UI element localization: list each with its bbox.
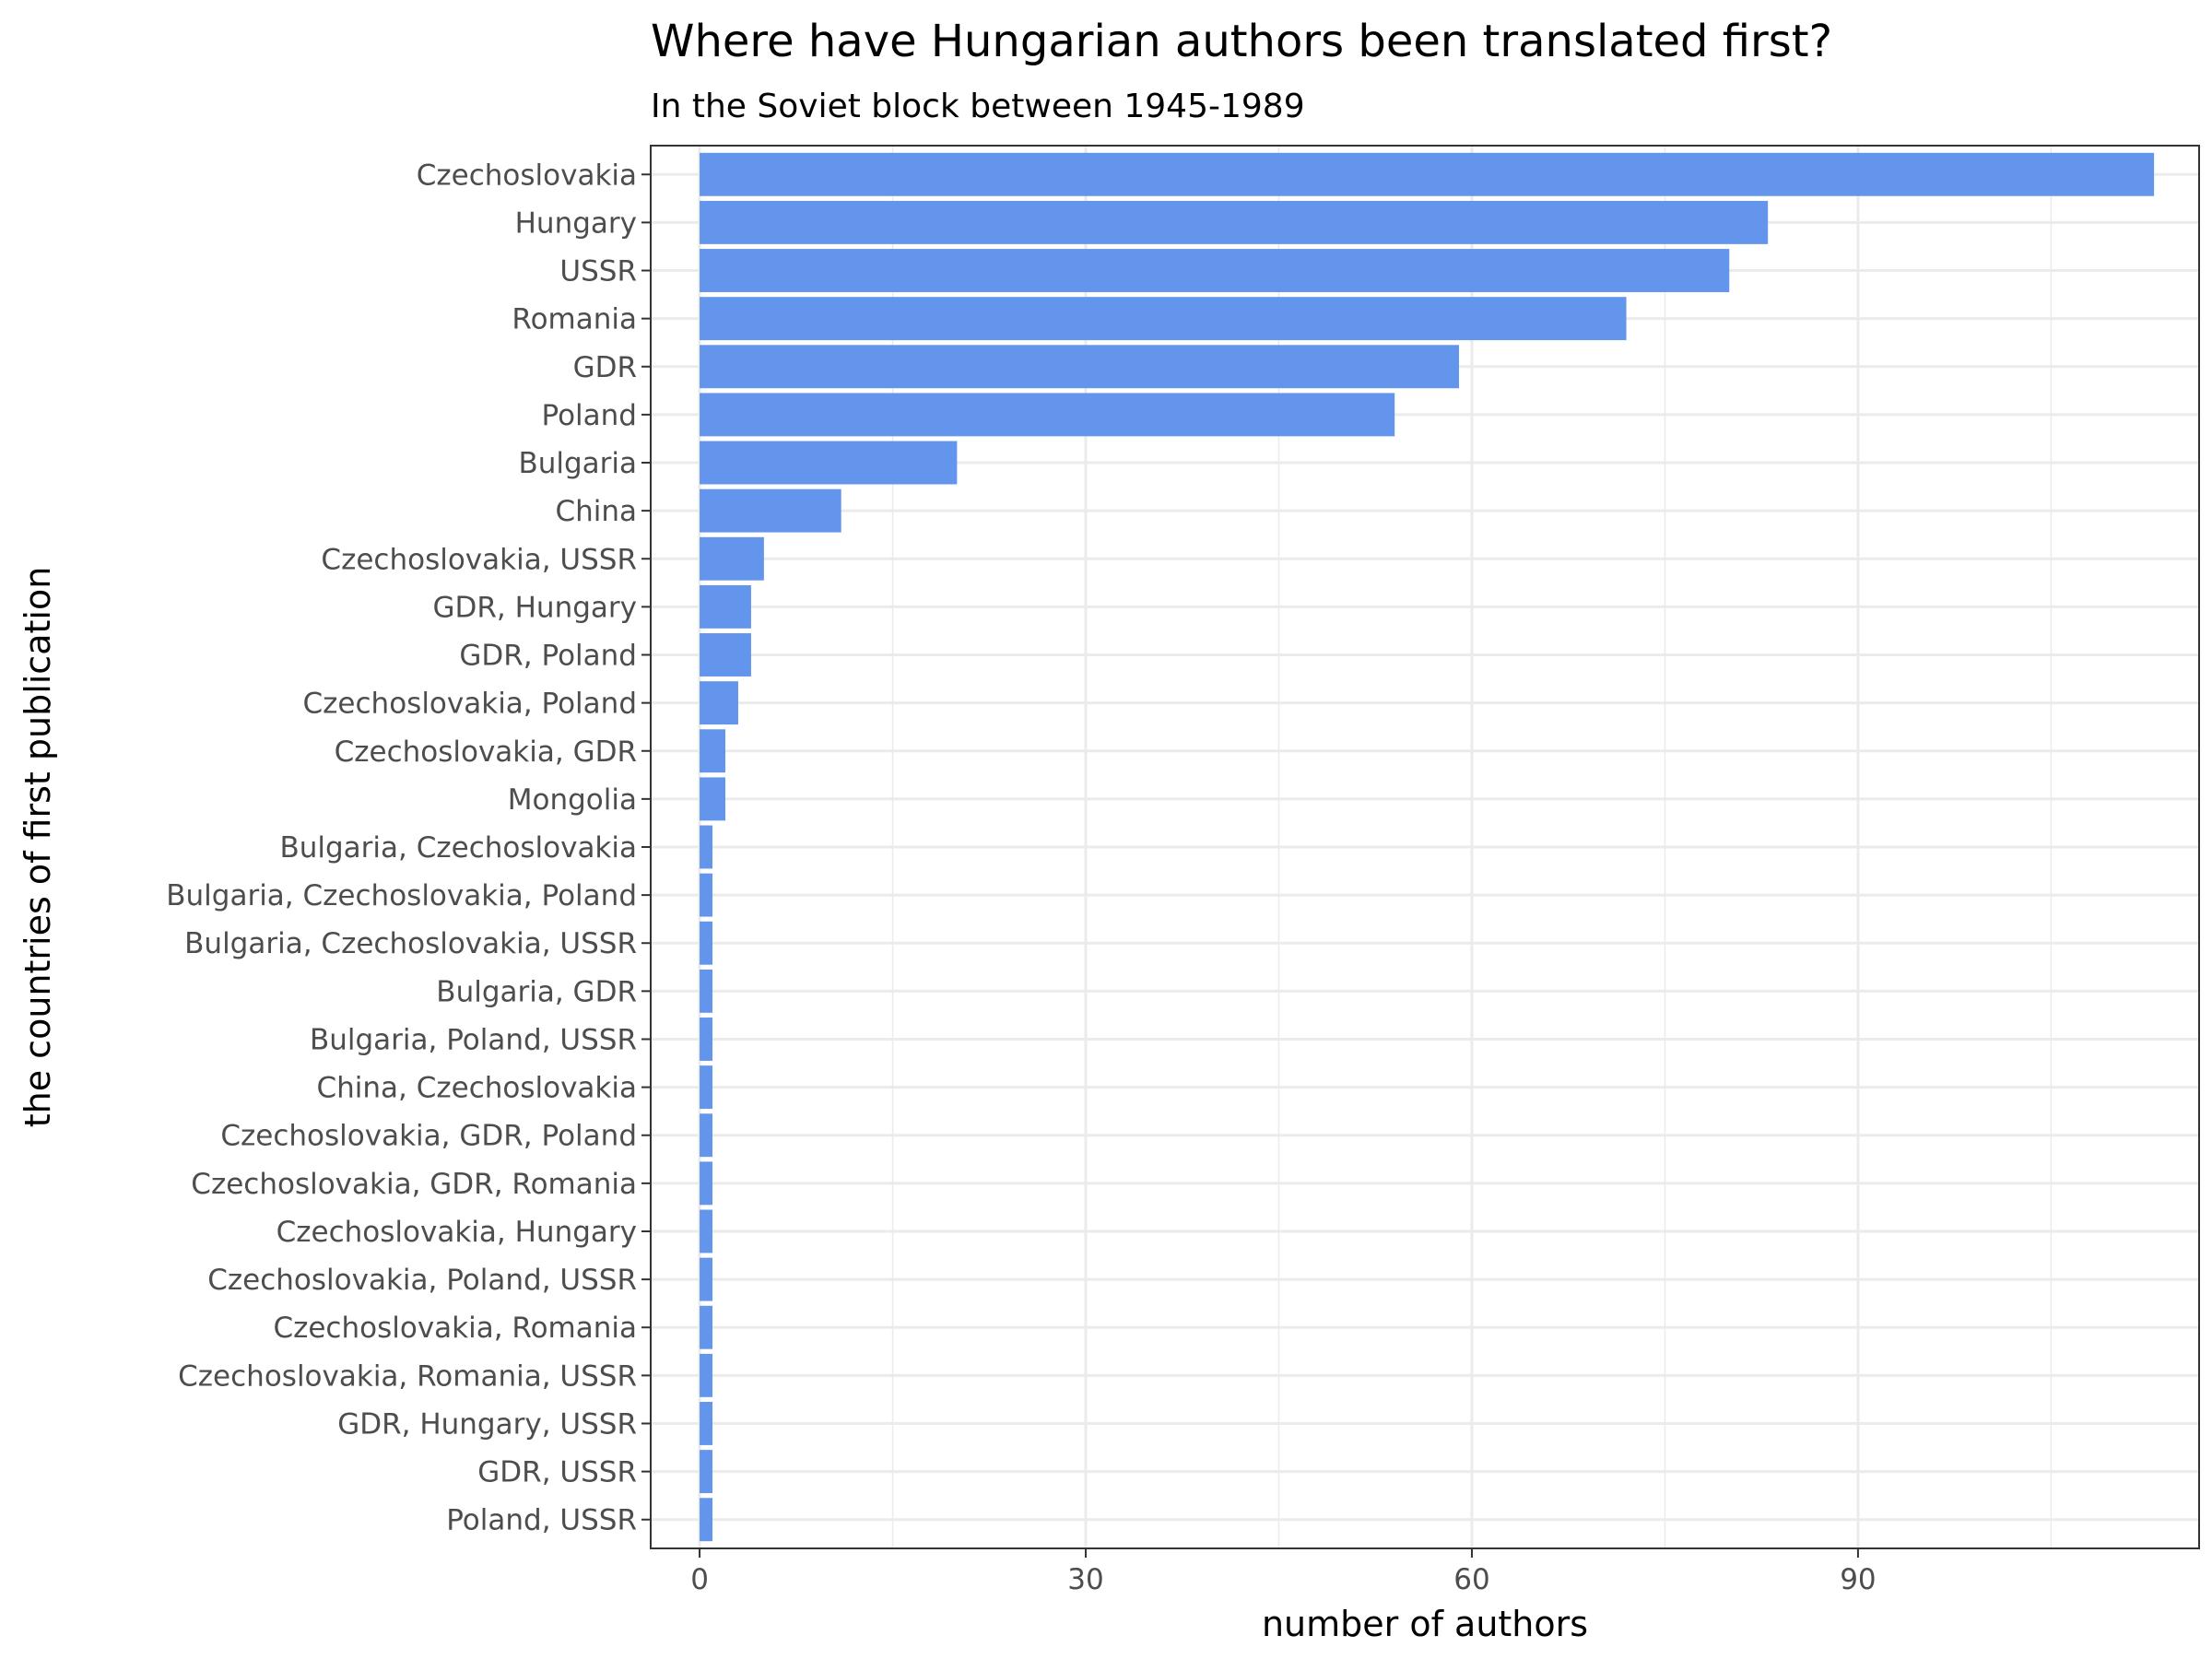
y-tick-label: GDR xyxy=(573,351,637,384)
bar xyxy=(700,393,1395,437)
bar xyxy=(700,1209,713,1253)
y-tick-label: Poland xyxy=(542,399,638,432)
x-tick-label: 30 xyxy=(1067,1563,1103,1596)
y-tick-label: China xyxy=(555,495,637,528)
bar xyxy=(700,1450,713,1494)
bar xyxy=(700,681,738,725)
y-tick-label: GDR, Poland xyxy=(459,640,637,673)
y-axis-title: the countries of first publication xyxy=(18,567,58,1128)
y-tick-label: China, Czechoslovakia xyxy=(316,1072,637,1105)
bar xyxy=(700,441,958,485)
y-tick-label: Czechoslovakia, GDR, Romania xyxy=(191,1168,637,1201)
x-tick-label: 0 xyxy=(690,1563,709,1596)
bar xyxy=(700,1065,713,1110)
x-tick-label: 60 xyxy=(1453,1563,1489,1596)
bar xyxy=(700,1161,713,1206)
y-tick-label: Mongolia xyxy=(508,783,637,817)
chart-title: Where have Hungarian authors been transl… xyxy=(651,16,1832,67)
x-tick-label: 90 xyxy=(1840,1563,1876,1596)
bar xyxy=(700,825,713,869)
bar xyxy=(700,1353,713,1397)
y-tick-label: Czechoslovakia, Romania xyxy=(273,1312,637,1345)
y-tick-label: Romania xyxy=(512,303,637,336)
bar xyxy=(700,297,1627,341)
bar xyxy=(700,729,725,773)
y-tick-label: Czechoslovakia, GDR xyxy=(335,735,637,769)
y-tick-label: Bulgaria, Czechoslovakia, USSR xyxy=(184,927,637,960)
bar xyxy=(700,921,713,965)
bar xyxy=(700,152,2155,196)
y-tick-label: Bulgaria, GDR xyxy=(436,975,637,1008)
y-axis: Czechoslovakia Hungary USSR Romania GDR Polan… xyxy=(166,159,651,1537)
y-tick-label: USSR xyxy=(559,255,637,288)
y-tick-label: Czechoslovakia, GDR, Poland xyxy=(220,1120,637,1153)
y-tick-label: Czechoslovakia xyxy=(417,159,637,192)
bar xyxy=(700,345,1460,389)
bar xyxy=(700,249,1730,292)
bar xyxy=(700,1257,713,1301)
bar xyxy=(700,1402,713,1445)
bar xyxy=(700,969,713,1013)
bar xyxy=(700,777,725,821)
y-tick-label: Bulgaria, Czechoslovakia, Poland xyxy=(166,879,637,912)
y-tick-label: Bulgaria, Poland, USSR xyxy=(310,1023,637,1056)
chart-subtitle: In the Soviet block between 1945-1989 xyxy=(651,88,1305,125)
bar xyxy=(700,488,841,533)
y-tick-label: Czechoslovakia, Poland xyxy=(303,688,637,721)
bar xyxy=(700,1498,713,1542)
y-tick-label: Bulgaria xyxy=(518,447,637,480)
bar xyxy=(700,633,751,677)
y-tick-label: GDR, USSR xyxy=(477,1456,637,1489)
bar xyxy=(700,873,713,917)
x-axis-title: number of authors xyxy=(1262,1604,1588,1644)
bar xyxy=(700,584,751,629)
bar xyxy=(700,200,1769,244)
y-tick-label: Hungary xyxy=(515,206,637,240)
y-tick-label: Czechoslovakia, Hungary xyxy=(276,1216,637,1249)
bars xyxy=(700,152,2155,1542)
bar xyxy=(700,1113,713,1158)
bar xyxy=(700,1018,713,1061)
bar xyxy=(700,1305,713,1349)
y-tick-label: GDR, Hungary xyxy=(432,591,637,624)
x-axis: 0 30 60 90 xyxy=(690,1548,1877,1596)
y-tick-label: Czechoslovakia, Poland, USSR xyxy=(207,1264,637,1297)
bar xyxy=(700,536,764,581)
y-tick-label: Poland, USSR xyxy=(446,1504,637,1537)
y-tick-label: GDR, Hungary, USSR xyxy=(337,1407,637,1441)
y-tick-label: Czechoslovakia, USSR xyxy=(321,543,637,576)
y-tick-label: Bulgaria, Czechoslovakia xyxy=(279,831,637,865)
y-tick-label: Czechoslovakia, Romania, USSR xyxy=(178,1359,637,1393)
